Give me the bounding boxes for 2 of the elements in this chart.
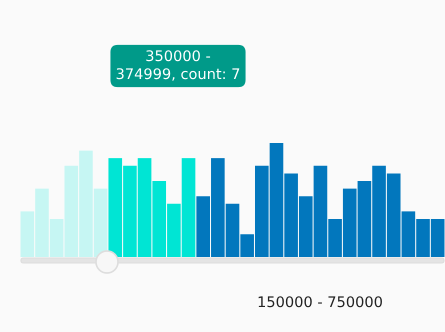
text: 350000 - 374999, count: 7 (116, 50, 240, 81)
text: 150000 - 750000 (258, 296, 382, 308)
